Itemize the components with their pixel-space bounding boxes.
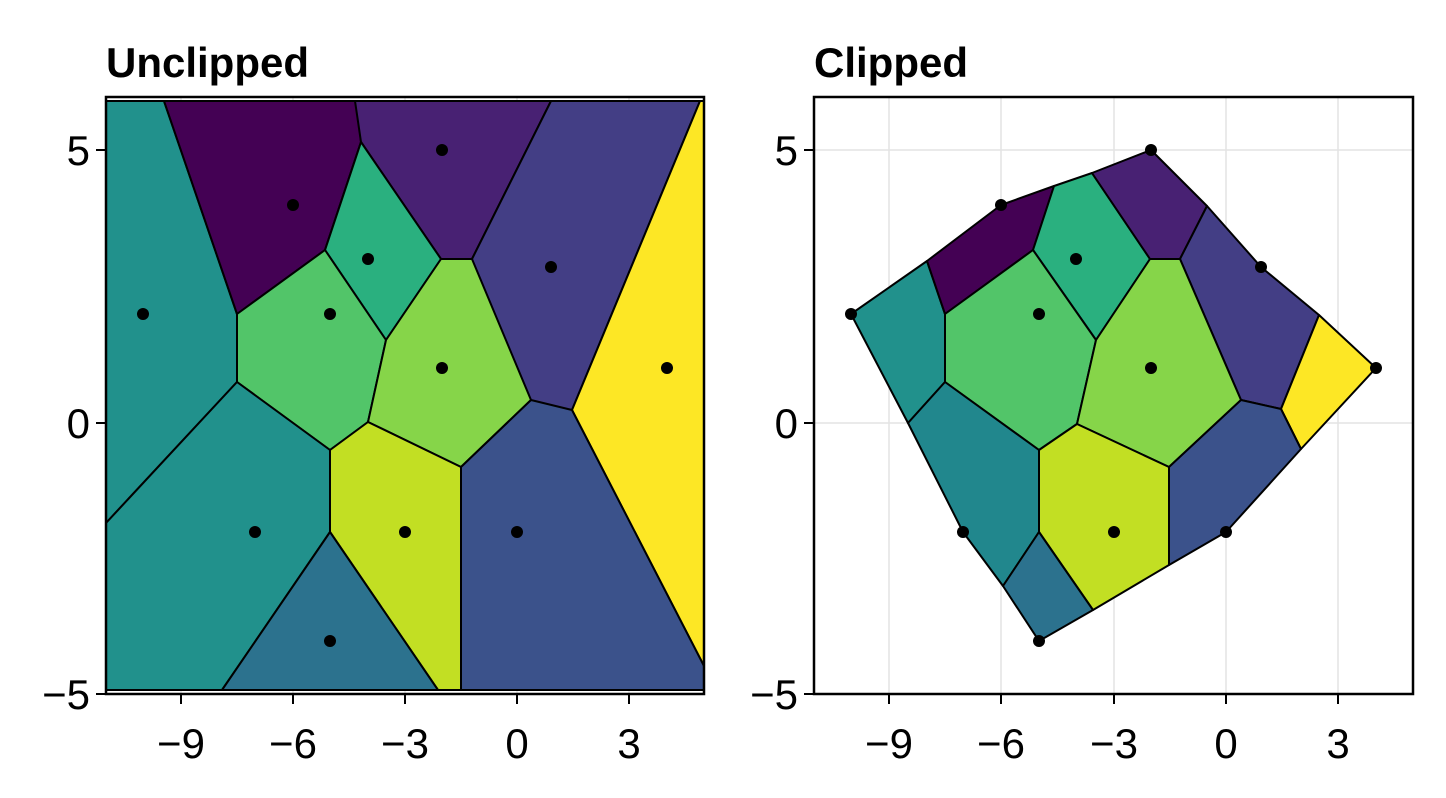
seed-point [249, 526, 261, 538]
seed-point [545, 261, 557, 273]
seed-point [661, 362, 673, 374]
x-tick-label: −3 [381, 720, 429, 767]
y-tick-label: −5 [42, 671, 90, 718]
y-tick-label: 5 [67, 127, 90, 174]
seed-point [436, 362, 448, 374]
x-tick-label: −6 [977, 720, 1025, 767]
panel-unclipped: Unclipped −9 −6 −3 0 3 5 0 −5 [42, 39, 706, 767]
seed-points [845, 144, 1382, 647]
x-tick-label: 0 [1214, 720, 1237, 767]
seed-point [1255, 261, 1267, 273]
seed-point [362, 253, 374, 265]
seed-point [137, 308, 149, 320]
seed-point [957, 526, 969, 538]
seed-point [287, 199, 299, 211]
seed-point [1145, 362, 1157, 374]
seed-point [1145, 144, 1157, 156]
seed-point [436, 144, 448, 156]
x-axis-ticks: −9 −6 −3 0 3 [157, 694, 641, 767]
y-tick-label: 0 [67, 400, 90, 447]
voronoi-cells [105, 100, 705, 691]
voronoi-cell [221, 531, 439, 691]
seed-point [1070, 253, 1082, 265]
panel-title-clipped: Clipped [814, 39, 968, 86]
x-axis-ticks: −9 −6 −3 0 3 [865, 694, 1350, 767]
voronoi-cells [850, 149, 1377, 642]
panel-clipped: Clipped −9 −6 −3 0 3 5 0 −5 [750, 39, 1415, 767]
x-tick-label: −9 [157, 720, 205, 767]
seed-point [324, 635, 336, 647]
seed-point [399, 526, 411, 538]
voronoi-cell [1168, 399, 1302, 566]
y-tick-label: 5 [775, 127, 798, 174]
x-tick-label: 0 [505, 720, 528, 767]
seed-point [1370, 362, 1382, 374]
seed-points [137, 144, 673, 647]
x-tick-label: 3 [1326, 720, 1349, 767]
x-tick-label: 3 [617, 720, 640, 767]
x-tick-label: −3 [1090, 720, 1138, 767]
seed-point [324, 308, 336, 320]
y-axis-ticks: 5 0 −5 [750, 127, 814, 718]
y-tick-label: 0 [775, 400, 798, 447]
x-tick-label: −6 [269, 720, 317, 767]
y-axis-ticks: 5 0 −5 [42, 127, 106, 718]
seed-point [1033, 308, 1045, 320]
seed-point [511, 526, 523, 538]
seed-point [1220, 526, 1232, 538]
y-tick-label: −5 [750, 671, 798, 718]
seed-point [995, 199, 1007, 211]
seed-point [1033, 635, 1045, 647]
panel-title-unclipped: Unclipped [106, 39, 309, 86]
seed-point [845, 308, 857, 320]
x-tick-label: −9 [865, 720, 913, 767]
seed-point [1108, 526, 1120, 538]
